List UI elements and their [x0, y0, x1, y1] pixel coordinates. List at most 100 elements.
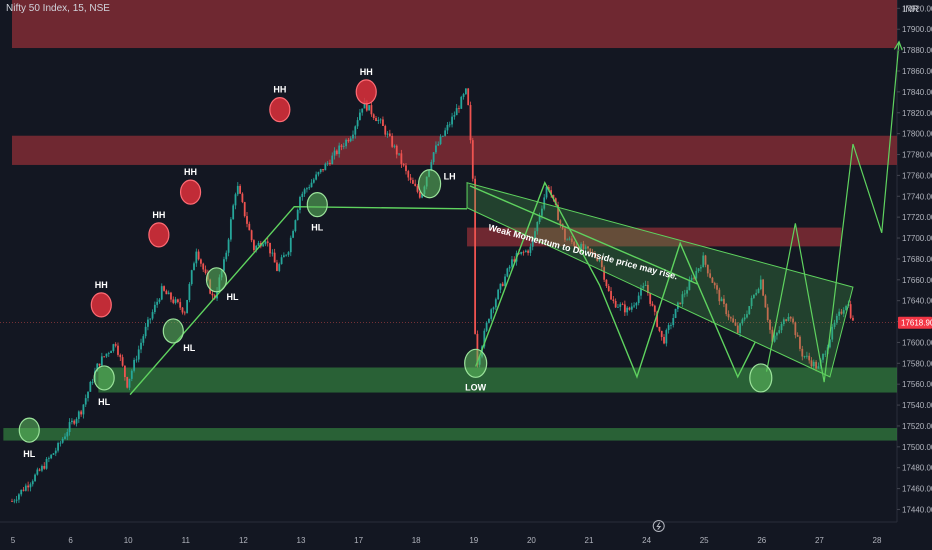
pivot-label-8: HL	[226, 292, 238, 302]
candle-body	[734, 322, 737, 326]
candle-body	[299, 197, 301, 210]
pivot-high-marker-1	[148, 222, 170, 248]
candle-body	[672, 317, 675, 326]
candle-body	[776, 332, 778, 336]
candle-body	[570, 238, 573, 242]
candle-body	[52, 453, 55, 455]
candle-body	[594, 253, 596, 258]
symbol-title: Nifty 50 Index, 15, NSE	[6, 3, 110, 14]
candle-body	[278, 264, 281, 271]
x-tick-label: 20	[527, 536, 536, 545]
candle-body	[674, 308, 677, 318]
descending-channel	[466, 182, 854, 378]
candle-body	[683, 293, 686, 295]
candle-body	[764, 295, 767, 308]
candle-body	[354, 126, 357, 135]
candle-body	[801, 348, 804, 357]
y-tick-label: 17640.00	[902, 297, 932, 306]
candle-body	[755, 292, 758, 295]
candle-body	[160, 286, 163, 300]
y-tick-label: 17800.00	[902, 130, 932, 139]
candle-body	[36, 469, 39, 475]
candle-body	[257, 242, 260, 246]
candle-body	[623, 304, 626, 313]
candle-body	[771, 329, 774, 342]
candle-body	[663, 336, 665, 344]
candle-body	[743, 317, 746, 320]
candle-body	[400, 153, 403, 164]
candle-body	[110, 351, 112, 354]
x-tick-label: 25	[700, 536, 709, 545]
candle-body	[741, 319, 744, 324]
candle-body	[642, 285, 645, 289]
candle-body	[474, 178, 477, 334]
pivot-low-marker-11	[418, 169, 442, 199]
candle-body	[831, 326, 834, 340]
candle-body	[377, 119, 380, 122]
candle-body	[435, 145, 437, 153]
candle-body	[11, 501, 13, 502]
candle-body	[107, 353, 110, 354]
candle-body	[460, 96, 463, 109]
candle-body	[842, 310, 845, 314]
candle-body	[536, 222, 539, 232]
projection-arrow-icon	[893, 40, 903, 51]
candle-body	[598, 260, 601, 261]
candle-body	[405, 165, 407, 172]
candle-body	[665, 330, 668, 344]
candle-body	[534, 231, 536, 239]
candle-body	[464, 88, 467, 95]
y-tick-label: 17880.00	[902, 46, 932, 55]
pivot-high-marker-4	[355, 79, 377, 105]
candle-body	[59, 442, 62, 444]
candle-body	[393, 145, 396, 147]
candle-body	[273, 252, 276, 263]
candle-body	[789, 316, 792, 319]
candle-body	[693, 277, 695, 279]
candle-body	[57, 443, 59, 451]
y-tick-label: 17660.00	[902, 276, 932, 285]
candle-body	[27, 485, 30, 488]
candle-body	[20, 489, 23, 495]
candle-body	[511, 259, 513, 267]
y-tick-label: 17560.00	[902, 380, 932, 389]
candle-body	[430, 162, 433, 170]
candle-body	[255, 245, 258, 251]
candle-body	[605, 279, 608, 287]
candle-body	[31, 481, 34, 485]
candle-body	[817, 366, 820, 369]
candle-body	[241, 193, 244, 203]
candle-body	[845, 306, 847, 311]
candle-body	[359, 112, 361, 121]
candle-body	[18, 494, 20, 500]
candle-body	[773, 335, 776, 342]
candle-body	[172, 299, 175, 303]
candle-body	[812, 361, 815, 367]
candle-body	[170, 292, 172, 300]
pivot-high-marker-3	[269, 97, 291, 123]
candle-body	[402, 163, 405, 166]
candle-body	[497, 289, 500, 300]
candle-body	[803, 356, 806, 357]
candle-body	[361, 108, 364, 113]
candle-body	[98, 363, 101, 366]
candle-body	[640, 288, 642, 296]
candle-body	[363, 100, 366, 109]
candle-body	[287, 252, 290, 255]
candle-body	[340, 145, 343, 147]
candle-body	[732, 318, 735, 323]
x-tick-label: 10	[124, 536, 133, 545]
candle-body	[808, 355, 811, 361]
candle-body	[587, 246, 589, 249]
candle-body	[568, 238, 571, 240]
candle-body	[559, 220, 562, 224]
candle-body	[38, 469, 41, 471]
candle-body	[485, 322, 488, 331]
candle-body	[123, 365, 126, 378]
candle-body	[849, 304, 852, 318]
candle-body	[810, 360, 813, 367]
pivot-low-marker-6	[93, 365, 115, 391]
candle-body	[234, 194, 237, 206]
candle-body	[34, 474, 36, 482]
